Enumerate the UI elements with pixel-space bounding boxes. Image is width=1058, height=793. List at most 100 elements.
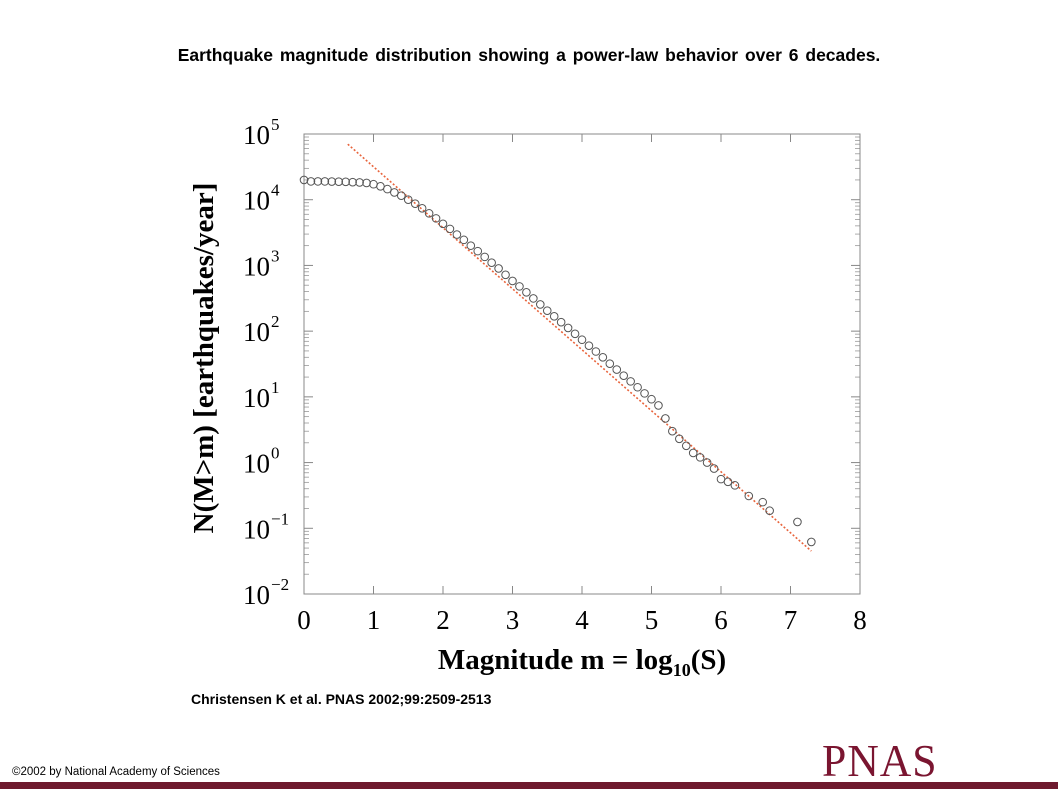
data-point [341, 177, 351, 187]
power-law-fit-line [347, 143, 812, 552]
data-point [647, 394, 656, 404]
data-point [334, 177, 344, 186]
data-point [598, 352, 608, 362]
data-point [445, 224, 455, 234]
y-tick-base: 10 [243, 251, 270, 281]
data-point [459, 235, 469, 245]
data-point [654, 401, 663, 410]
y-tick-exponent: 2 [271, 312, 280, 331]
data-point [320, 177, 330, 186]
data-point [605, 359, 615, 368]
y-tick-base: 10 [243, 514, 270, 544]
y-tick-exponent: 5 [271, 115, 280, 134]
data-point [501, 270, 510, 280]
copyright-notice: ©2002 by National Academy of Sciences [12, 766, 220, 778]
data-point [515, 282, 524, 291]
x-tick-label: 3 [506, 605, 520, 635]
footer-bar [0, 782, 1058, 789]
y-tick-base: 10 [243, 580, 270, 610]
tick-marks [303, 133, 861, 595]
y-tick-exponent: 0 [271, 444, 280, 463]
data-point [730, 481, 740, 490]
data-point [466, 241, 476, 250]
y-tick-base: 10 [243, 449, 270, 479]
data-point [584, 341, 594, 351]
data-point [508, 276, 517, 286]
data-point [431, 214, 441, 223]
y-tick-label: 10 3 [243, 246, 280, 281]
data-point [758, 497, 768, 507]
data-point [612, 365, 622, 374]
x-tick-label: 1 [367, 605, 381, 635]
x-tick-label: 0 [297, 605, 311, 635]
data-point [556, 317, 566, 327]
data-point [390, 188, 399, 197]
data-point [793, 517, 802, 527]
data-point [529, 294, 538, 303]
x-tick-labels: 0 1 2 3 4 5 6 7 8 [297, 605, 867, 635]
data-point [702, 458, 712, 467]
data-point [403, 195, 413, 205]
y-tick-base: 10 [243, 383, 270, 413]
data-point [452, 230, 462, 239]
y-tick-base: 10 [243, 186, 270, 216]
x-tick-label: 4 [575, 605, 589, 635]
citation: Christensen K et al. PNAS 2002;99:2509-2… [191, 691, 492, 707]
y-tick-label: 10 1 [243, 378, 280, 413]
data-point [397, 191, 406, 201]
data-point [487, 258, 496, 268]
data-point [542, 306, 552, 315]
data-points [299, 175, 816, 547]
data-point [723, 477, 733, 487]
y-tick-label: 10 2 [243, 312, 280, 347]
data-point [577, 335, 587, 345]
y-axis-label: N(M>m) [earthquakes/year] [188, 183, 220, 534]
data-point [709, 464, 719, 473]
y-tick-exponent: −2 [271, 575, 289, 594]
data-point [417, 204, 427, 213]
data-point [695, 453, 705, 462]
data-point [473, 246, 483, 256]
x-tick-label: 2 [436, 605, 450, 635]
data-point [355, 178, 364, 187]
y-tick-exponent: 3 [271, 246, 280, 265]
data-point [681, 441, 691, 451]
data-point [640, 389, 649, 398]
data-point [522, 288, 531, 297]
data-point [807, 537, 816, 547]
data-point [661, 414, 670, 423]
y-tick-base: 10 [243, 120, 270, 150]
data-point [626, 377, 635, 386]
data-point [362, 178, 371, 188]
data-point [480, 252, 490, 262]
data-point [410, 199, 420, 208]
data-point [591, 347, 601, 356]
y-tick-base: 10 [243, 317, 270, 347]
y-tick-exponent: 1 [271, 378, 280, 397]
data-point [306, 177, 316, 186]
pnas-logo: PNAS [822, 735, 938, 786]
data-point [633, 382, 642, 392]
data-point [438, 219, 448, 229]
y-tick-label: 10 −2 [243, 575, 289, 610]
data-point [536, 300, 545, 309]
data-point [765, 506, 774, 516]
data-point [675, 434, 684, 444]
data-point [424, 209, 434, 218]
data-point [369, 179, 378, 189]
data-point [563, 323, 573, 333]
x-tick-label: 8 [853, 605, 867, 635]
data-point [668, 426, 677, 436]
x-tick-label: 5 [645, 605, 659, 635]
x-axis-label: Magnitude m = log10(S) [438, 644, 726, 680]
data-point [744, 491, 754, 501]
data-point [619, 371, 629, 380]
data-point [570, 329, 580, 339]
y-tick-label: 10 4 [243, 181, 280, 216]
data-point [348, 177, 357, 187]
y-tick-exponent: −1 [271, 509, 289, 528]
x-tick-label: 6 [714, 605, 728, 635]
slide-title: Earthquake magnitude distribution showin… [177, 45, 881, 65]
